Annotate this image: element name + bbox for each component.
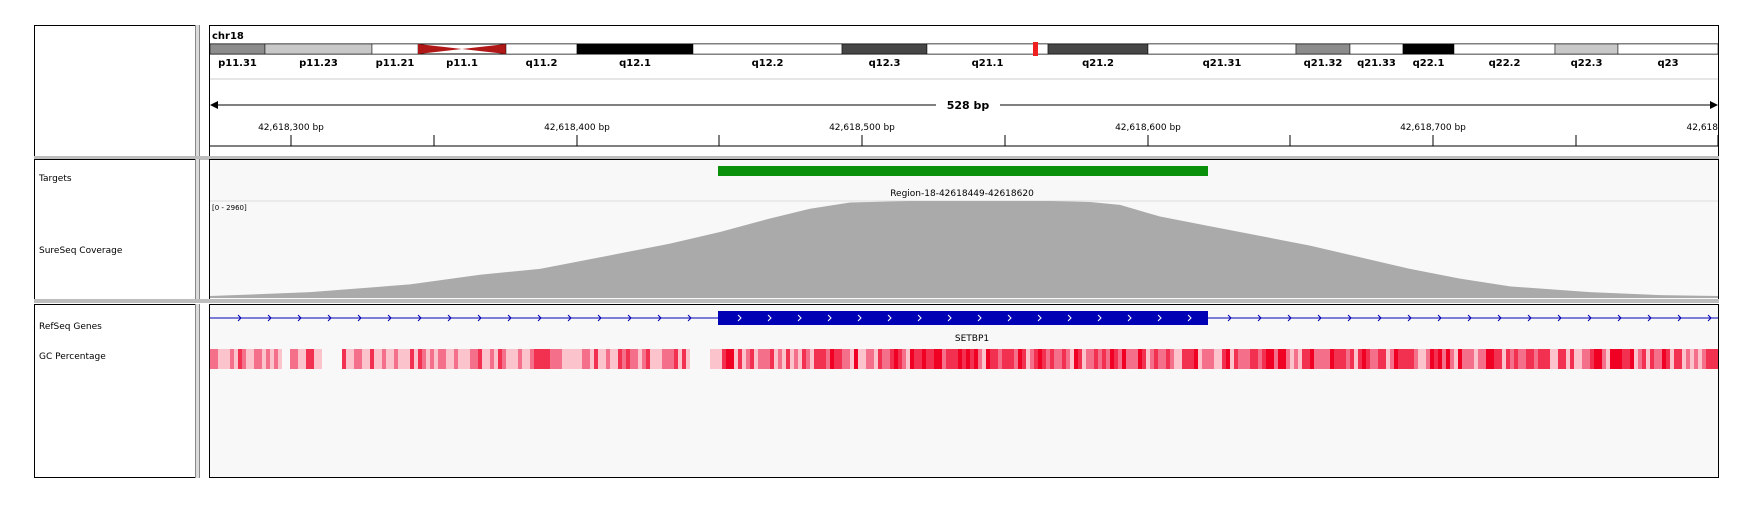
refseq-track-label[interactable]: RefSeq Genes: [39, 322, 102, 332]
ruler-panel[interactable]: chr18 p11.31 p11.23 p11.21 p11.1 q11.2 q12.1 q…: [209, 25, 1719, 158]
ideogram-band-label: p11.21: [376, 58, 415, 69]
ideogram-band-label: q21.1: [972, 58, 1004, 69]
span-arrow: [210, 97, 1718, 112]
ideogram-band-label: q12.2: [752, 58, 784, 69]
ruler-svg: chr18 p11.31 p11.23 p11.21 p11.1 q11.2 q12.1 q…: [210, 31, 1718, 147]
ideogram-band-label: q12.3: [869, 58, 901, 69]
ideogram-band-label: q12.1: [619, 58, 651, 69]
ideogram-band: [505, 43, 578, 55]
targets-track-label[interactable]: Targets: [39, 174, 72, 184]
ideogram-band-centromere-q: [462, 44, 506, 54]
ideogram-band: [1554, 43, 1619, 55]
gene-exon[interactable]: [718, 311, 1208, 325]
panel-divider-data[interactable]: [195, 159, 200, 301]
header-name-panel: [34, 25, 196, 158]
feature-svg: SETBP1: [210, 311, 1718, 369]
gc-track-label[interactable]: GC Percentage: [39, 352, 106, 362]
ideogram-band-label: q21.2: [1082, 58, 1114, 69]
ideogram-band-label: q22.3: [1571, 58, 1603, 69]
gc-percentage-track[interactable]: [210, 349, 1718, 369]
coverage-data-range: [0 - 2960]: [212, 204, 247, 212]
ideogram-band: [264, 43, 373, 55]
ideogram-band: [1047, 43, 1149, 55]
coverage-area[interactable]: [210, 201, 1718, 298]
ideogram-band-label: q22.2: [1489, 58, 1521, 69]
exon-arrows: [737, 314, 1192, 322]
panel-separator-1[interactable]: [34, 156, 1719, 160]
ideogram-band-label: q21.31: [1203, 58, 1242, 69]
ideogram-band-centromere-p: [418, 44, 462, 54]
ruler-tick-label: 42,618: [1687, 123, 1719, 133]
ruler-ticks: 42,618,300 bp 42,618,400 bp 42,618,500 bp 4…: [258, 123, 1718, 146]
ruler-tick-label: 42,618,500 bp: [829, 123, 895, 133]
data-svg: Region-18-42618449-42618620 [0 - 2960]: [210, 166, 1718, 298]
ideogram-band: [1402, 43, 1455, 55]
data-name-panel: Targets SureSeq Coverage: [34, 159, 196, 301]
ideogram-band-label: q22.1: [1413, 58, 1445, 69]
ideogram-band: [371, 43, 419, 55]
ideogram-band: [210, 43, 266, 55]
ruler-tick-label: 42,618,400 bp: [544, 123, 610, 133]
ideogram-band: [1617, 43, 1718, 55]
ideogram-band-label: q21.33: [1357, 58, 1396, 69]
gene-name-label: SETBP1: [955, 334, 989, 344]
ideogram-band: [692, 43, 843, 55]
ideogram-band: [1147, 43, 1297, 55]
ideogram-band-label: p11.23: [299, 58, 338, 69]
ideogram-band: [1453, 43, 1556, 55]
ideogram-band: [1349, 43, 1404, 55]
ideogram-band-label: p11.31: [218, 58, 257, 69]
chromosome-ideogram[interactable]: p11.31 p11.23 p11.21 p11.1 q11.2 q12.1 q12.2 q1…: [210, 42, 1718, 69]
target-region-bar[interactable]: [718, 166, 1208, 176]
ideogram-band: [841, 43, 928, 55]
panel-divider-top[interactable]: [195, 25, 200, 158]
ruler-tick-label: 42,618,700 bp: [1400, 123, 1466, 133]
chromosome-label: chr18: [212, 31, 244, 42]
ideogram-band-label: q11.2: [526, 58, 558, 69]
panel-divider-feature[interactable]: [195, 304, 200, 478]
ruler-tick-label: 42,618,600 bp: [1115, 123, 1181, 133]
ideogram-band: [1295, 43, 1351, 55]
region-label: Region-18-42618449-42618620: [890, 189, 1034, 199]
panel-separator-2[interactable]: [34, 299, 1719, 303]
current-region-marker[interactable]: [1033, 42, 1038, 56]
ideogram-band: [926, 43, 1049, 55]
span-label: 528 bp: [947, 99, 990, 112]
data-panel[interactable]: Region-18-42618449-42618620 [0 - 2960]: [209, 159, 1719, 301]
ideogram-band: [576, 43, 694, 55]
ideogram-band-label: q23: [1657, 58, 1678, 69]
feature-name-panel: RefSeq Genes GC Percentage: [34, 304, 196, 478]
coverage-track-label[interactable]: SureSeq Coverage: [39, 246, 123, 256]
ideogram-band-label: p11.1: [446, 58, 478, 69]
feature-panel[interactable]: SETBP1: [209, 304, 1719, 478]
intron-arrows: [237, 314, 1712, 322]
ruler-tick-label: 42,618,300 bp: [258, 123, 324, 133]
ideogram-band-label: q21.32: [1304, 58, 1343, 69]
